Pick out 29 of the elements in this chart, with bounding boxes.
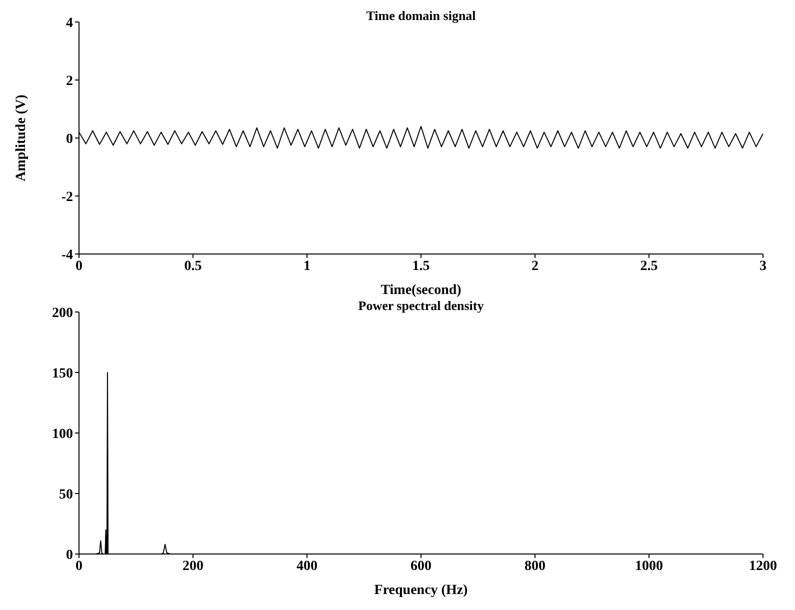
x-tick-label: 400 — [296, 558, 318, 574]
x-tick-label: 1000 — [635, 558, 663, 574]
x-tick-label: 2 — [532, 258, 538, 274]
y-tick-label: 0 — [66, 132, 73, 147]
x-axis-title: Time(second) — [380, 283, 462, 298]
x-tick-label: 600 — [410, 558, 432, 574]
y-tick-label: 150 — [52, 366, 73, 382]
x-tick-label: 200 — [182, 558, 204, 574]
y-tick-label: 50 — [59, 487, 73, 502]
y-tick-label: 2 — [66, 74, 73, 89]
x-tick-label: 0 — [76, 558, 82, 574]
x-tick-label: 3 — [760, 258, 766, 274]
chart-title: Power spectral density — [357, 298, 485, 314]
y-tick-label: -2 — [61, 190, 73, 205]
x-tick-label: 1.5 — [412, 258, 430, 274]
x-tick-label: 800 — [524, 558, 546, 574]
y-tick-label: 4 — [66, 16, 73, 31]
x-tick-label: 2.5 — [640, 258, 658, 274]
y-tick-label: 0 — [66, 548, 73, 563]
x-axis-title: Frequency (Hz) — [374, 583, 468, 598]
x-tick-label: 1200 — [749, 558, 777, 574]
x-tick-label: 0.5 — [184, 258, 202, 274]
y-tick-label: 100 — [52, 426, 73, 442]
y-axis-title: Amplitude (V) — [14, 94, 29, 182]
x-tick-label: 0 — [76, 258, 82, 274]
y-tick-label: 200 — [52, 306, 73, 321]
y-tick-label: -4 — [61, 248, 73, 263]
x-tick-label: 1 — [304, 258, 310, 274]
chart-title: Time domain signal — [365, 8, 477, 24]
